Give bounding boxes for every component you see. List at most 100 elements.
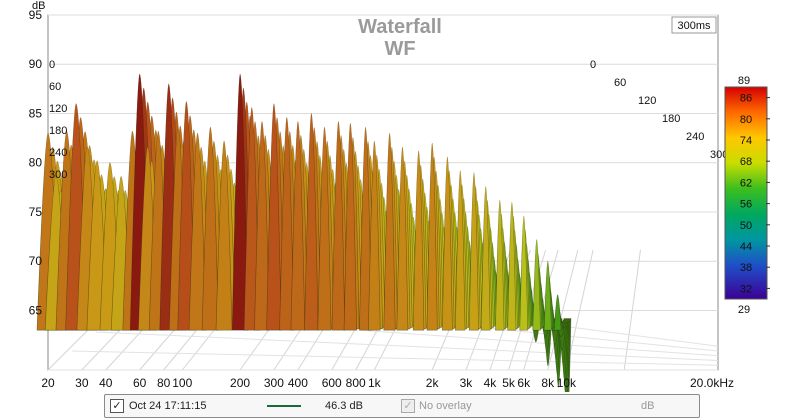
- colorbar-tick-label: 68: [740, 156, 752, 168]
- time-tick-left: 180: [49, 125, 67, 137]
- colorbar-tick-label: 50: [740, 220, 752, 232]
- x-tick-label: 10k: [557, 376, 577, 390]
- colorbar-ticks: 86 80 74 68 62 56 50 44 38 32: [740, 93, 770, 295]
- colorbar-tick-label: 74: [740, 135, 752, 147]
- colorbar-max: 89: [738, 75, 750, 87]
- waterfall-peak: [553, 294, 562, 331]
- time-tick-left: 240: [49, 147, 67, 159]
- colorbar-tick-label: 32: [740, 283, 752, 295]
- waterfall-peak: [359, 126, 372, 331]
- waterfall-peak: [343, 123, 357, 331]
- x-tick-label: 80: [157, 376, 171, 390]
- waterfall-slice: [36, 73, 562, 331]
- waterfall-peak: [231, 73, 249, 331]
- time-tick-left: 300: [49, 169, 67, 181]
- trace-visible-checkbox[interactable]: ✓: [110, 399, 124, 413]
- waterfall-peak: [519, 215, 529, 331]
- waterfall-peak: [532, 239, 541, 331]
- x-axis: 20 30 40 60 80 100 200 300 400 600 800 1k 2k 3k 4k 5k 6k…: [41, 376, 734, 390]
- y-axis: 65 70 75 80 85 90 95: [29, 8, 43, 317]
- waterfall-peak: [201, 126, 219, 331]
- x-tick-label: 800: [346, 376, 366, 390]
- y-tick-label: 75: [29, 205, 43, 219]
- time-range-box: [671, 16, 717, 34]
- x-tick-label: 400: [288, 376, 308, 390]
- footer-bar: ✓ Oct 24 17:11:15 46.3 dB ✓ No overlay d…: [104, 394, 700, 418]
- waterfall-peak: [468, 172, 479, 331]
- waterfall-peak: [331, 121, 346, 331]
- waterfall-peak: [396, 146, 409, 331]
- x-tick-label: 300: [264, 376, 284, 390]
- time-tick-left: 0: [49, 59, 55, 71]
- colorbar-tick-label: 44: [740, 241, 752, 253]
- colorbar-tick-label: 80: [740, 114, 752, 126]
- waterfall-peak: [188, 132, 207, 331]
- time-tick-right: 60: [614, 77, 626, 89]
- waterfall-peak: [412, 150, 425, 331]
- waterfall-peak: [279, 117, 295, 331]
- x-tick-label: 100: [172, 376, 192, 390]
- colorbar-tick-label: 62: [740, 177, 752, 189]
- y-tick-label: 95: [29, 8, 43, 22]
- x-tick-label: 1k: [368, 376, 382, 390]
- waterfall-peak: [507, 201, 517, 331]
- x-tick-label: 3k: [460, 376, 474, 390]
- grid-line-freq: [547, 249, 579, 371]
- x-tick-label: 20.0kHz: [690, 376, 734, 390]
- waterfall-peak: [317, 126, 332, 331]
- colorbar-min: 29: [738, 304, 750, 316]
- x-tick-label: 600: [322, 376, 342, 390]
- time-tick-right: 180: [662, 113, 680, 125]
- overlay-label: No overlay: [419, 400, 472, 412]
- colorbar: [724, 86, 768, 300]
- waterfall-peak: [441, 156, 453, 331]
- y-tick-label: 65: [29, 303, 43, 317]
- trace-level: 46.3 dB: [325, 400, 363, 412]
- waterfall-slices: [36, 73, 572, 392]
- waterfall-peak: [455, 170, 466, 331]
- y-tick-label: 85: [29, 106, 43, 120]
- y-tick-label: 80: [29, 156, 43, 170]
- colorbar-tick-label: 86: [740, 93, 752, 105]
- overlay-checkbox[interactable]: ✓: [401, 399, 415, 413]
- colorbar-tick-label: 56: [740, 199, 752, 211]
- trace-color-swatch: [267, 395, 301, 417]
- trace-date: Oct 24 17:11:15: [129, 400, 207, 412]
- waterfall-peak: [426, 142, 438, 331]
- grid-line-freq: [565, 249, 594, 371]
- x-tick-label: 5k: [502, 376, 516, 390]
- waterfall-peak: [383, 132, 396, 331]
- waterfall-peak: [254, 121, 270, 331]
- waterfall-peak: [304, 113, 319, 331]
- colorbar-tick-label: 38: [740, 262, 752, 274]
- grid-line-time: [95, 331, 719, 361]
- time-tick-right: 0: [590, 59, 596, 71]
- y-tick-label: 70: [29, 254, 43, 268]
- waterfall-peak: [368, 140, 381, 331]
- time-range-label: 300ms: [677, 20, 711, 32]
- x-tick-label: 8k: [541, 376, 555, 390]
- time-axis: 0 0 60 60 120 120 180 180 240 240 300 300: [49, 59, 728, 181]
- x-tick-label: 30: [75, 376, 89, 390]
- x-tick-label: 200: [230, 376, 250, 390]
- grid-line-time: [71, 350, 719, 366]
- grid-line-freq: [623, 249, 641, 371]
- chart-title: Waterfall: [358, 16, 442, 38]
- waterfall-peak: [266, 103, 282, 331]
- x-tick-label: 4k: [484, 376, 498, 390]
- time-tick-left: 60: [49, 81, 61, 93]
- time-tick-right: 300: [710, 149, 728, 161]
- y-tick-label: 90: [29, 57, 43, 71]
- time-tick-right: 240: [686, 131, 704, 143]
- waterfall-peak: [215, 140, 233, 331]
- overlay-unit: dB: [641, 400, 655, 412]
- y-unit-label: dB: [32, 0, 45, 12]
- x-tick-label: 40: [99, 376, 113, 390]
- waterfall-peak: [495, 199, 505, 331]
- x-tick-label: 20: [41, 376, 55, 390]
- waterfall-peak: [543, 260, 552, 331]
- x-tick-label: 2k: [426, 376, 440, 390]
- waterfall-peak: [290, 121, 306, 331]
- time-tick-right: 120: [638, 95, 656, 107]
